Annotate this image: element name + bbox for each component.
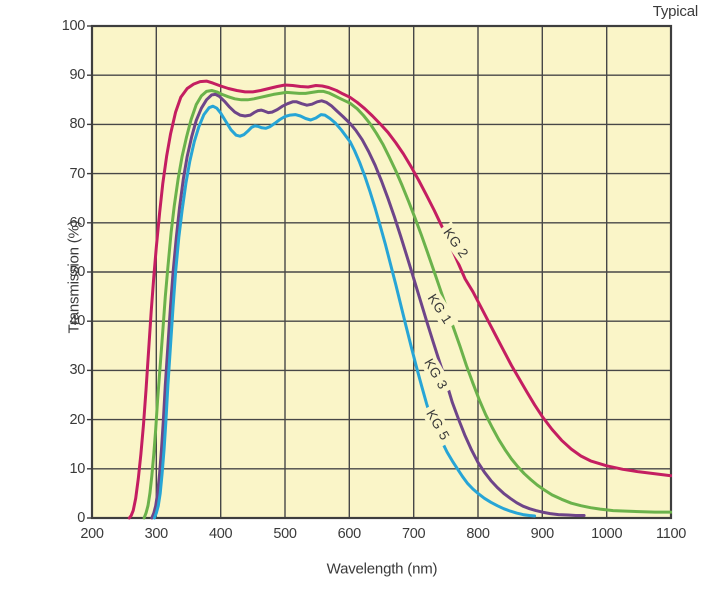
y-tick-label: 90 [69,67,85,84]
curve-kg-2 [127,79,672,520]
x-tick-label: 400 [209,526,233,542]
x-axis-title: Wavelength (nm) [326,560,438,578]
y-tick-label: 30 [69,362,85,379]
y-tick-label: 10 [69,460,85,477]
x-tick-label: 700 [402,526,426,542]
curve-kg-1 [142,89,672,520]
x-tick-label: 800 [466,526,490,542]
y-tick-label: 0 [77,510,85,526]
x-tick-label: 300 [144,526,169,542]
curve-kg-3 [150,92,586,520]
y-tick-label: 20 [69,411,85,428]
y-tick-label: 70 [69,165,85,182]
y-tick-label: 40 [69,313,85,330]
x-tick-label: 600 [337,526,362,542]
x-tick-label: 200 [80,526,104,542]
x-tick-label: 1100 [656,526,686,542]
curve-kg-5 [152,104,537,520]
y-axis-title: Transmission (%) [65,220,83,334]
y-tick-label: 50 [69,264,85,280]
y-tick-label: 80 [69,116,85,133]
typical-annotation: Typical [652,3,698,20]
x-tick-label: 1000 [591,526,623,542]
y-tick-label: 60 [69,214,85,231]
y-tick-label: 100 [61,18,86,34]
plot-border [90,24,673,520]
x-tick-label: 900 [530,526,555,542]
x-tick-label: 500 [273,526,297,542]
